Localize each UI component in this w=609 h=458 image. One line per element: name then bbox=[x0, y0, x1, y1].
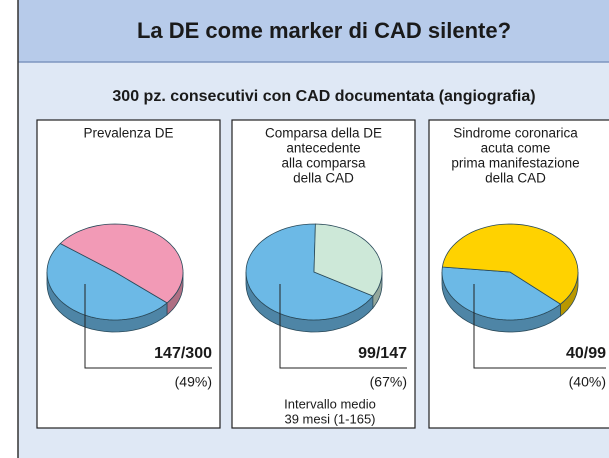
leader-line bbox=[84, 284, 212, 369]
panel-title: Sindrome coronarica bbox=[453, 126, 578, 141]
pie-slice bbox=[59, 223, 184, 304]
pie-slice bbox=[441, 223, 579, 305]
panel-title: della CAD bbox=[293, 171, 354, 186]
panel-title: acuta come bbox=[481, 141, 551, 156]
pie-slice bbox=[313, 223, 383, 297]
annotation: 40/99 bbox=[566, 345, 606, 362]
panel-title: alla comparsa bbox=[281, 156, 366, 171]
panel-title: antecedente bbox=[286, 141, 360, 156]
leader-line bbox=[473, 284, 606, 369]
value-label: (40%) bbox=[569, 374, 606, 390]
annotation: 99/147 bbox=[358, 345, 407, 362]
pie-slice bbox=[245, 223, 374, 321]
slide-title: La DE come marker di CAD silente? bbox=[137, 18, 511, 43]
panel-title: della CAD bbox=[485, 171, 546, 186]
panel-title: Prevalenza DE bbox=[83, 126, 173, 141]
panel-title: Comparsa della DE bbox=[265, 126, 382, 141]
panel-title: prima manifestazione bbox=[451, 156, 579, 171]
pie-slice bbox=[441, 266, 562, 321]
annotation: 147/300 bbox=[154, 345, 212, 362]
pie-slice bbox=[46, 243, 168, 321]
value-label: (49%) bbox=[175, 374, 212, 390]
value-label: (67%) bbox=[370, 374, 407, 390]
title-bar bbox=[18, 0, 609, 62]
note: 39 mesi (1-165) bbox=[284, 411, 375, 426]
slide-subtitle: 300 pz. consecutivi con CAD documentata … bbox=[112, 88, 535, 105]
leader-line bbox=[279, 284, 407, 369]
note: Intervallo medio bbox=[284, 396, 376, 411]
